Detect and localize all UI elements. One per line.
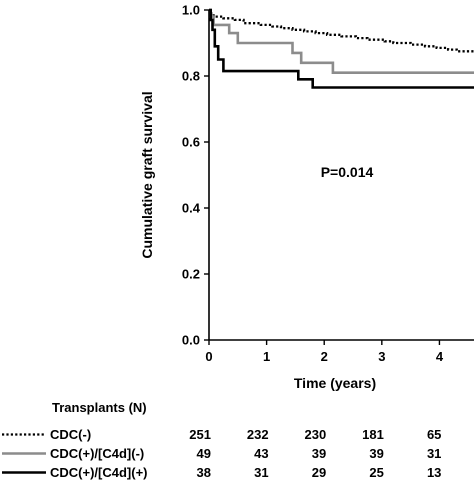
x-tick-label: 0 (205, 349, 212, 364)
risk-table: CDC(-) 251 232 230 181 65 CDC(+)/[C4d](-) 49 43 3… (2, 427, 441, 480)
risk-count: 230 (305, 427, 327, 442)
chart-series (209, 8, 474, 89)
legend-label: CDC(+)/[C4d](+) (50, 465, 148, 480)
risk-count: 31 (254, 465, 268, 480)
legend-label: CDC(-) (50, 427, 91, 442)
risk-count: 31 (427, 446, 441, 461)
series-line-1 (209, 8, 474, 53)
x-tick-label: 2 (321, 349, 328, 364)
legend-label: CDC(+)/[C4d](-) (50, 446, 144, 461)
y-tick-label: 0.0 (182, 333, 200, 348)
y-axis-label: Cumulative graft survival (139, 91, 155, 258)
risk-count: 13 (427, 465, 441, 480)
risk-count: 25 (369, 465, 383, 480)
series-line-2 (209, 8, 474, 74)
risk-count: 65 (427, 427, 441, 442)
y-tick-label: 0.8 (182, 69, 200, 84)
risk-count: 251 (189, 427, 211, 442)
p-value-annotation: P=0.014 (321, 164, 374, 180)
x-axis-label: Time (years) (294, 375, 376, 391)
risk-count: 43 (254, 446, 268, 461)
risk-table-title: Transplants (N) (52, 400, 147, 415)
series-line-3 (209, 8, 474, 89)
risk-count: 181 (362, 427, 384, 442)
y-tick-label: 0.2 (182, 267, 200, 282)
x-tick-label: 3 (378, 349, 385, 364)
risk-count: 39 (369, 446, 383, 461)
x-tick-label: 1 (263, 349, 270, 364)
risk-count: 38 (197, 465, 211, 480)
chart-axes: 0.0 0.2 0.4 0.6 0.8 1.0 0 1 2 3 4 (182, 3, 474, 364)
risk-count: 232 (247, 427, 269, 442)
risk-count: 49 (197, 446, 211, 461)
x-tick-label: 4 (436, 349, 444, 364)
risk-count: 29 (312, 465, 326, 480)
y-tick-label: 1.0 (182, 3, 200, 18)
y-tick-label: 0.4 (182, 201, 201, 216)
risk-count: 39 (312, 446, 326, 461)
y-tick-label: 0.6 (182, 135, 200, 150)
